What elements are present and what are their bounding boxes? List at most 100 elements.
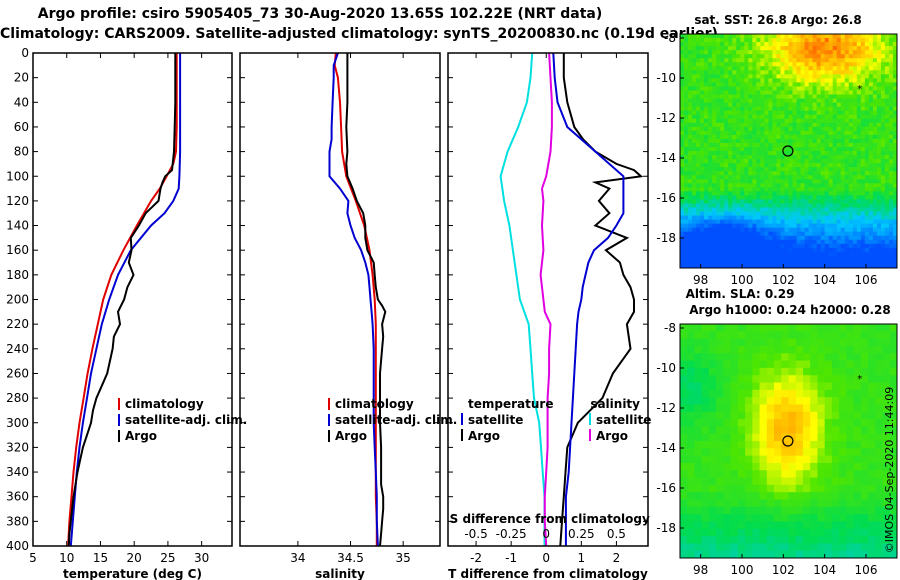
map-cell bbox=[772, 259, 777, 265]
map-cell bbox=[788, 411, 797, 420]
map-cell bbox=[730, 345, 739, 354]
map-cell bbox=[724, 223, 729, 229]
map-cell bbox=[744, 82, 749, 87]
map-cell bbox=[688, 191, 693, 196]
map-cell bbox=[802, 536, 811, 544]
map-cell bbox=[776, 114, 781, 120]
map-cell bbox=[764, 90, 769, 95]
map-cell bbox=[764, 151, 769, 156]
map-cell bbox=[736, 223, 741, 229]
map-cell bbox=[768, 179, 773, 184]
map-cell bbox=[708, 255, 713, 261]
map-cell bbox=[831, 455, 840, 464]
map-cell bbox=[696, 102, 701, 108]
map-cell bbox=[796, 175, 801, 180]
map-cell bbox=[740, 223, 745, 229]
map-cell bbox=[853, 492, 862, 500]
map-cell bbox=[696, 38, 701, 43]
map-cell bbox=[712, 207, 717, 212]
map-cell bbox=[756, 219, 761, 225]
map-cell bbox=[868, 492, 876, 500]
map-cell bbox=[756, 179, 761, 184]
map-cell bbox=[712, 235, 717, 241]
map-cell bbox=[780, 199, 785, 204]
map-cell bbox=[780, 94, 785, 99]
map-cell bbox=[836, 211, 842, 216]
map-cell bbox=[802, 484, 811, 493]
map-cell bbox=[828, 98, 834, 103]
map-cell bbox=[712, 114, 717, 120]
map-cell bbox=[796, 82, 801, 87]
map-cell bbox=[696, 231, 701, 237]
map-cell bbox=[760, 215, 765, 220]
map-cell bbox=[788, 239, 793, 245]
map-cell bbox=[820, 259, 826, 265]
map-cell bbox=[728, 183, 733, 188]
map-cell bbox=[795, 448, 804, 457]
map-cell bbox=[696, 42, 701, 47]
map-cell bbox=[788, 130, 793, 136]
map-cell bbox=[716, 397, 724, 405]
panel-frame bbox=[239, 52, 441, 547]
map-cell bbox=[882, 324, 891, 332]
map-cell bbox=[748, 46, 753, 51]
map-cell bbox=[856, 239, 862, 245]
map-cell bbox=[872, 74, 878, 79]
map-cell bbox=[836, 78, 842, 83]
map-cell bbox=[868, 130, 874, 136]
map-cell bbox=[730, 550, 739, 559]
map-cell bbox=[716, 203, 721, 208]
map-cell bbox=[812, 203, 818, 208]
map-cell bbox=[740, 243, 745, 249]
map-cell bbox=[723, 470, 732, 478]
map-cell bbox=[684, 199, 689, 204]
x-tick-label: 34.5 bbox=[337, 551, 364, 565]
map-cell bbox=[872, 203, 878, 208]
map-cell bbox=[860, 528, 869, 537]
map-cell bbox=[800, 98, 805, 103]
map-cell bbox=[700, 211, 705, 216]
map-cell bbox=[840, 219, 846, 225]
map-cell bbox=[716, 375, 724, 383]
map-cell bbox=[688, 74, 693, 79]
map-cell bbox=[737, 419, 746, 427]
x-tick-label: 35 bbox=[396, 551, 411, 565]
map-cell bbox=[745, 419, 753, 427]
map-cell bbox=[688, 138, 693, 144]
map-cell bbox=[684, 134, 689, 140]
map-cell bbox=[808, 122, 814, 128]
map-cell bbox=[880, 66, 886, 71]
map-cell bbox=[684, 167, 689, 172]
map-cell bbox=[889, 404, 898, 413]
map-cell bbox=[688, 155, 693, 160]
x-tick-label: -2 bbox=[470, 551, 482, 565]
map-cell bbox=[712, 78, 717, 83]
map-cell bbox=[792, 207, 797, 212]
map-cell bbox=[840, 138, 846, 144]
map-cell bbox=[680, 367, 688, 376]
map-cell bbox=[776, 191, 781, 196]
map-cell bbox=[872, 134, 878, 140]
map-cell bbox=[752, 441, 760, 449]
map-cell bbox=[788, 146, 793, 152]
map-cell bbox=[816, 227, 822, 233]
map-cell bbox=[776, 34, 781, 39]
map-cell bbox=[716, 183, 721, 188]
map-cell bbox=[730, 514, 739, 522]
map-cell bbox=[788, 389, 797, 398]
map-cell bbox=[888, 90, 894, 95]
map-cell bbox=[716, 448, 724, 457]
map-cell bbox=[712, 227, 717, 233]
map-cell bbox=[802, 411, 811, 420]
map-cell bbox=[740, 215, 745, 220]
map-title-sla: Altim. SLA: 0.29 bbox=[686, 287, 795, 301]
map-cell bbox=[795, 528, 804, 537]
map-cell bbox=[701, 470, 710, 478]
map-cell bbox=[772, 195, 777, 200]
map-cell bbox=[732, 142, 737, 148]
map-cell bbox=[810, 419, 818, 427]
map-cell bbox=[712, 98, 717, 103]
map-cell bbox=[772, 243, 777, 249]
map-cell bbox=[768, 171, 773, 176]
map-cell bbox=[732, 66, 737, 71]
